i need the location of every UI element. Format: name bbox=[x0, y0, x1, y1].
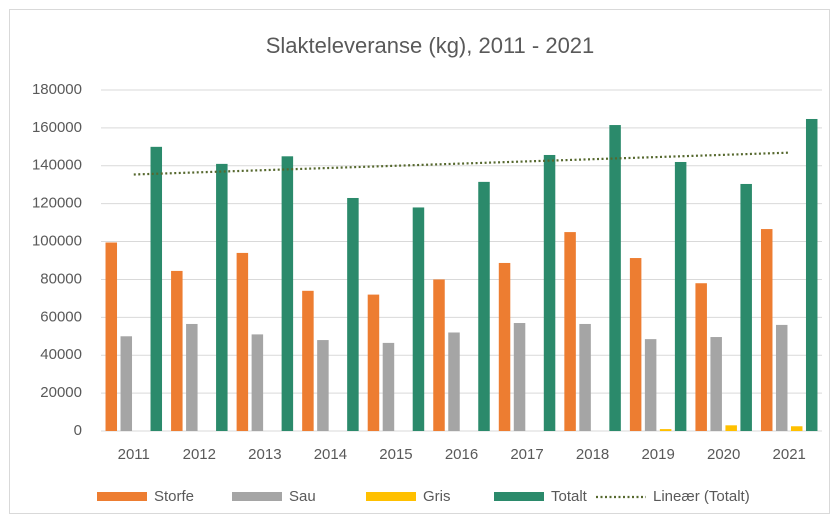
legend-swatch bbox=[232, 492, 282, 501]
bar bbox=[805, 118, 818, 432]
y-tick-label: 100000 bbox=[32, 233, 82, 250]
legend-swatch bbox=[366, 492, 416, 501]
y-tick-label: 140000 bbox=[32, 157, 82, 174]
bar bbox=[251, 334, 264, 431]
bar bbox=[644, 339, 657, 431]
legend-label: Storfe bbox=[154, 488, 194, 505]
bar bbox=[659, 429, 672, 431]
bar bbox=[317, 340, 329, 431]
x-tick-label: 2020 bbox=[707, 446, 740, 463]
x-tick-label: 2015 bbox=[379, 446, 412, 463]
bar bbox=[579, 323, 591, 431]
bar bbox=[513, 323, 526, 431]
bar bbox=[150, 146, 163, 432]
y-tick-label: 40000 bbox=[40, 346, 82, 363]
trendline bbox=[133, 151, 790, 176]
y-tick-label: 160000 bbox=[32, 119, 82, 136]
x-tick-label: 2014 bbox=[314, 446, 347, 463]
bar bbox=[171, 270, 183, 431]
chart-title: Slakteleveranse (kg), 2011 - 2021 bbox=[266, 33, 595, 58]
y-tick-label: 180000 bbox=[32, 81, 82, 98]
legend-swatch bbox=[97, 492, 147, 501]
bar bbox=[216, 163, 228, 431]
bar bbox=[629, 258, 642, 431]
bar bbox=[725, 425, 737, 431]
bar bbox=[186, 323, 198, 431]
bar bbox=[478, 181, 490, 431]
bar bbox=[367, 294, 380, 431]
bar bbox=[790, 426, 803, 431]
bar bbox=[740, 183, 752, 431]
y-tick-label: 120000 bbox=[32, 195, 82, 212]
y-tick-label: 60000 bbox=[40, 308, 82, 325]
bar bbox=[710, 337, 722, 431]
x-tick-label: 2021 bbox=[773, 446, 806, 463]
y-tick-label: 80000 bbox=[40, 270, 82, 287]
bar bbox=[543, 154, 556, 432]
bar bbox=[775, 324, 788, 431]
bar bbox=[564, 232, 576, 431]
bar bbox=[281, 156, 294, 432]
x-tick-label: 2016 bbox=[445, 446, 478, 463]
bar bbox=[105, 242, 118, 431]
bar bbox=[674, 161, 687, 431]
bar bbox=[498, 262, 511, 431]
x-tick-label: 2012 bbox=[183, 446, 216, 463]
bar bbox=[382, 342, 395, 431]
bar bbox=[236, 252, 249, 431]
bar bbox=[433, 279, 445, 431]
x-tick-label: 2013 bbox=[248, 446, 281, 463]
bar bbox=[302, 290, 314, 431]
bar bbox=[609, 125, 621, 431]
x-tick-label: 2019 bbox=[641, 446, 674, 463]
legend-label: Totalt bbox=[551, 488, 588, 505]
x-tick-label: 2018 bbox=[576, 446, 609, 463]
x-tick-label: 2017 bbox=[510, 446, 543, 463]
x-tick-label: 2011 bbox=[118, 446, 150, 463]
legend-label: Lineær (Totalt) bbox=[653, 488, 750, 505]
bar bbox=[120, 336, 133, 431]
bar bbox=[412, 207, 425, 431]
bar bbox=[448, 332, 460, 431]
y-tick-label: 0 bbox=[74, 422, 82, 439]
legend-swatch bbox=[494, 492, 544, 501]
y-tick-label: 20000 bbox=[40, 384, 82, 401]
bar bbox=[695, 283, 707, 431]
bar bbox=[760, 229, 773, 431]
legend-label: Sau bbox=[289, 488, 316, 505]
legend-label: Gris bbox=[423, 488, 451, 505]
bar bbox=[347, 197, 359, 431]
